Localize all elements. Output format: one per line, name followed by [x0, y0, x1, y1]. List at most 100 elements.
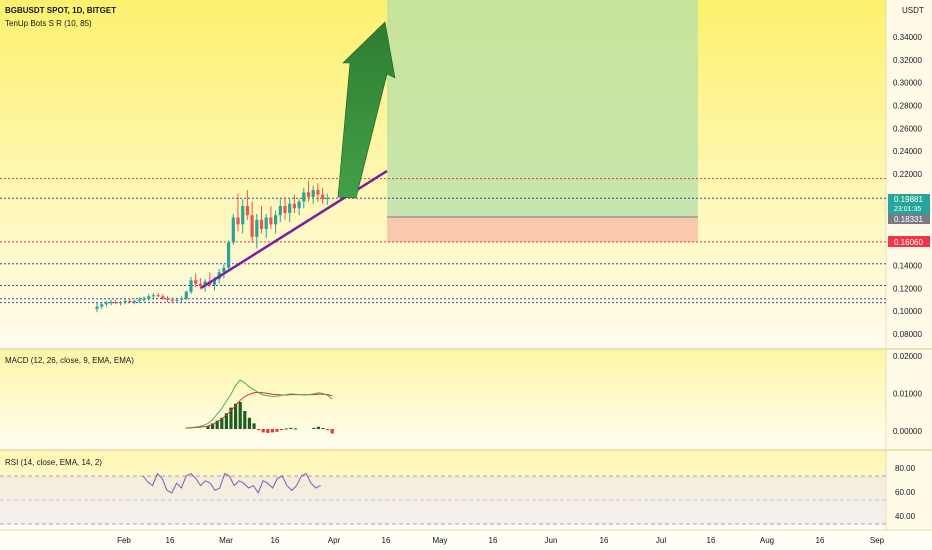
price-tick-label: 0.12000 — [893, 284, 922, 293]
macd-histogram-bar — [257, 429, 261, 431]
candle-body — [114, 302, 118, 304]
candle-body — [274, 215, 278, 225]
candle-body — [142, 298, 146, 300]
candle-body — [316, 190, 320, 195]
macd-histogram — [206, 402, 334, 434]
macd-histogram-bar — [312, 427, 316, 429]
time-axis-label: Jun — [545, 536, 558, 545]
last-price-badge: 0.19881 23:01:35 — [888, 194, 930, 214]
candle-body — [180, 298, 184, 300]
candle-body — [123, 300, 127, 303]
target-price-badge: 0.16060 — [888, 236, 930, 247]
candle-body — [255, 219, 259, 237]
price-tick-label: 0.08000 — [893, 330, 922, 339]
candle-body — [189, 280, 193, 292]
candle-body — [151, 295, 155, 297]
time-axis-label: 16 — [271, 536, 280, 545]
macd-histogram-bar — [330, 429, 334, 434]
candle-body — [231, 217, 235, 243]
price-tick-label: 0.10000 — [893, 307, 922, 316]
time-axis-label: Mar — [219, 536, 233, 545]
rsi-tick-label: 40.00 — [895, 512, 916, 521]
macd-histogram-bar — [266, 429, 270, 433]
time-axis-label: 16 — [816, 536, 825, 545]
macd-histogram-bar — [229, 407, 233, 429]
currency-label[interactable]: USDT — [902, 6, 924, 15]
time-axis-labels: Feb 16 Mar 16 Apr 16 May 16 Jun 16 Jul 16 Aug 16 Sep — [117, 536, 885, 545]
time-axis-label: 16 — [707, 536, 716, 545]
price-tick-label: 0.30000 — [893, 79, 922, 88]
rsi-tick-label: 80.00 — [895, 464, 916, 473]
candle-body — [165, 298, 170, 300]
candle-body — [161, 296, 165, 299]
stop-price-badge: 0.18331 — [888, 214, 930, 224]
macd-histogram-bar — [284, 428, 288, 430]
macd-histogram-bar — [275, 429, 279, 432]
candle-body — [133, 300, 137, 303]
time-axis-label: Jul — [656, 536, 666, 545]
candle-body — [95, 306, 99, 309]
macd-line — [184, 379, 333, 429]
macd-histogram-bar — [247, 417, 251, 429]
candle-body — [118, 302, 123, 304]
time-axis-label: Feb — [117, 536, 131, 545]
loss-zone[interactable] — [387, 217, 698, 242]
rsi-legend[interactable]: RSI (14, close, EMA, 14, 2) — [5, 458, 102, 467]
rsi-pane-background — [0, 451, 886, 530]
candle-body — [250, 215, 254, 237]
candle-body — [241, 206, 245, 225]
candle-body — [302, 192, 306, 202]
macd-axis-ticks: 0.02000 0.01000 0.00000 — [893, 352, 922, 436]
candle-body — [292, 203, 296, 209]
candlestick-series — [95, 180, 329, 313]
macd-tick-label: 0.00000 — [893, 427, 922, 436]
candle-body — [128, 300, 132, 303]
time-axis-label: 16 — [600, 536, 609, 545]
up-arrow-drawing[interactable] — [337, 21, 396, 199]
macd-histogram-bar — [293, 428, 297, 430]
candle-body — [311, 190, 315, 197]
macd-histogram-bar — [224, 413, 228, 429]
time-axis-label: Sep — [870, 536, 885, 545]
profit-zone[interactable] — [387, 0, 698, 217]
price-tick-label: 0.22000 — [893, 170, 922, 179]
macd-histogram-bar — [234, 403, 238, 429]
rsi-axis-ticks: 80.00 60.00 40.00 — [895, 464, 916, 521]
candle-body — [259, 219, 264, 229]
stop-price-value: 0.18331 — [894, 215, 923, 224]
macd-histogram-bar — [243, 411, 247, 429]
candle-body — [203, 281, 207, 287]
macd-tick-label: 0.02000 — [893, 352, 922, 361]
time-axis-label: 16 — [382, 536, 391, 545]
candle-body — [156, 295, 160, 297]
macd-tick-label: 0.01000 — [893, 390, 922, 399]
candle-body — [198, 283, 202, 287]
macd-histogram-bar — [215, 420, 219, 429]
symbol-title[interactable]: BGBUSDT SPOT, 1D, BITGET — [5, 6, 116, 15]
rsi-line — [142, 472, 321, 494]
rsi-tick-label: 60.00 — [895, 488, 916, 497]
price-tick-label: 0.28000 — [893, 102, 922, 111]
candle-body — [245, 206, 249, 216]
time-axis-label: 16 — [489, 536, 498, 545]
candle-body — [264, 217, 268, 229]
macd-histogram-bar — [321, 427, 325, 429]
time-axis-label: 16 — [166, 536, 175, 545]
price-tick-label: 0.34000 — [893, 33, 922, 42]
macd-histogram-bar — [238, 402, 242, 429]
candle-body — [147, 296, 151, 299]
macd-histogram-bar — [326, 429, 330, 431]
price-axis-background — [886, 0, 932, 530]
macd-histogram-bar — [280, 429, 284, 431]
candle-body — [175, 299, 179, 301]
indicator-legend[interactable]: TenUp Bots S R (10, 85) — [5, 19, 92, 28]
price-tick-label: 0.32000 — [893, 56, 922, 65]
macd-legend[interactable]: MACD (12, 26, close, 9, EMA, EMA) — [5, 356, 134, 365]
macd-histogram-bar — [261, 429, 265, 433]
candle-body — [137, 299, 141, 301]
last-price-value: 0.19881 — [894, 195, 923, 204]
macd-histogram-bar — [270, 429, 274, 433]
countdown-value: 23:01:35 — [894, 206, 921, 213]
price-tick-label: 0.26000 — [893, 124, 922, 133]
